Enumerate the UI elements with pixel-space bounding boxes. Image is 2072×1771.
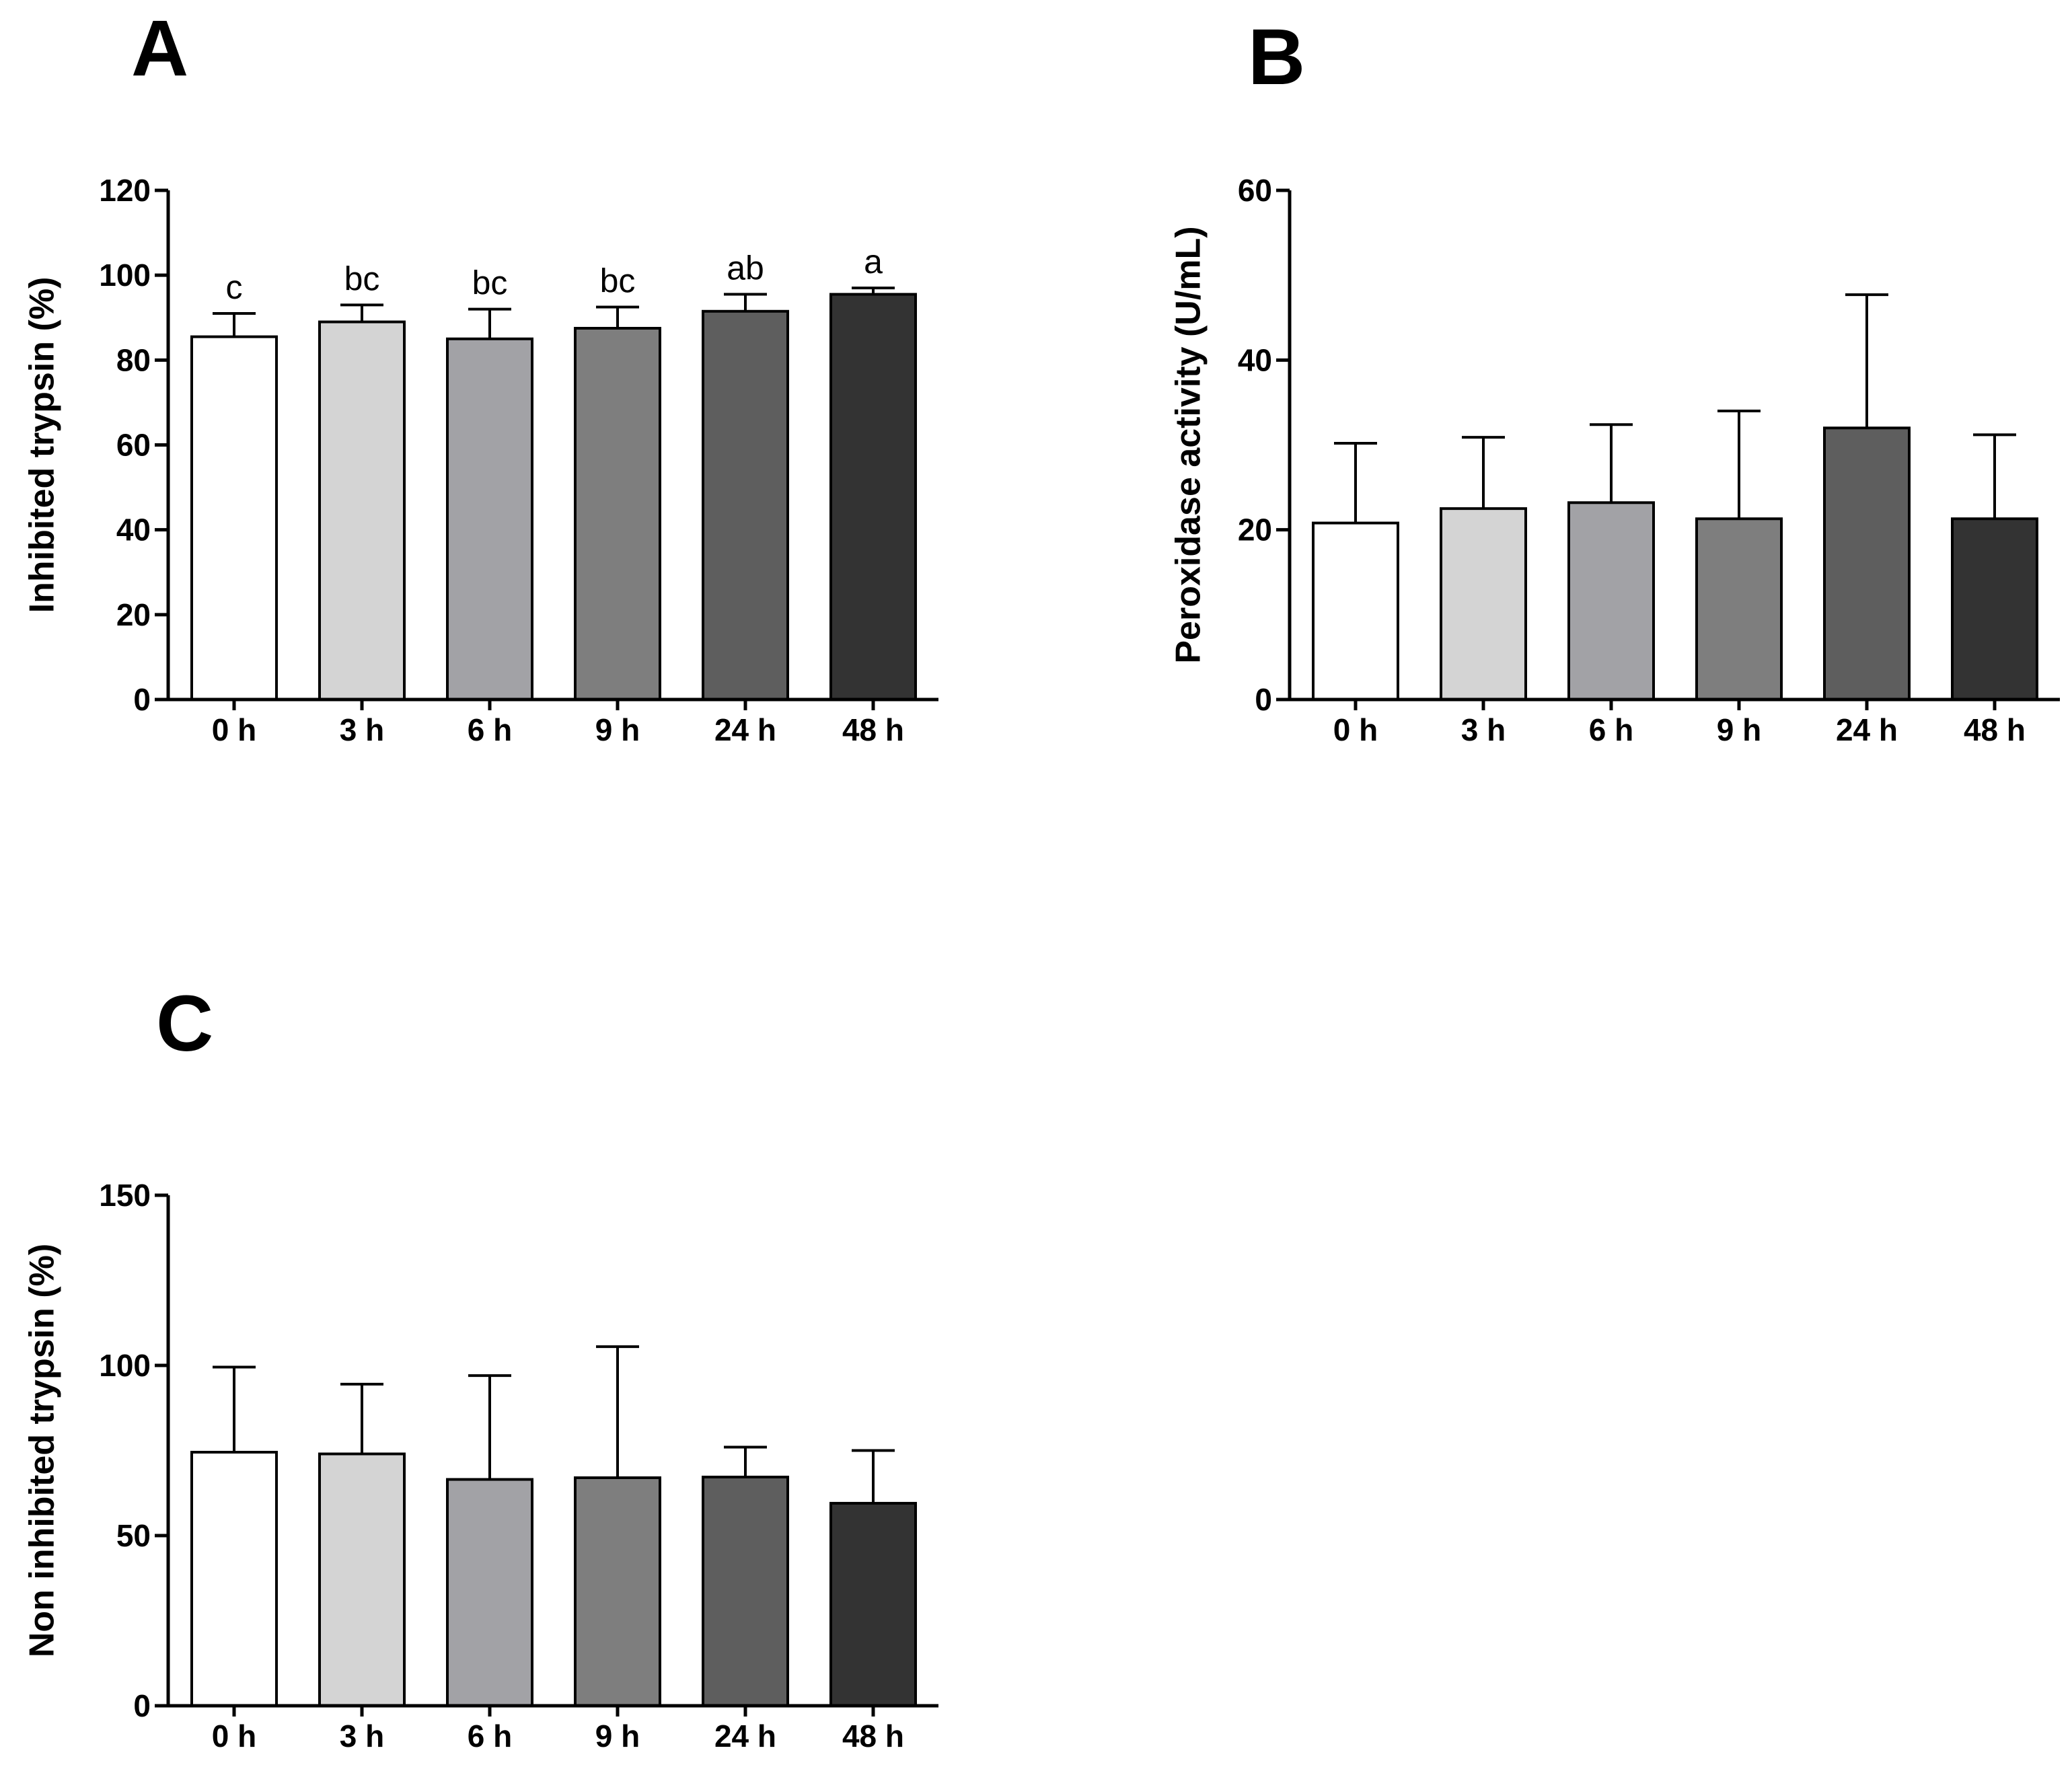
x-tick-label: 48 h: [842, 1719, 904, 1754]
x-tick-label: 6 h: [468, 1719, 512, 1754]
bar-48h: [829, 293, 917, 702]
significance-label: bc: [344, 260, 380, 297]
bar-24h: [1823, 426, 1911, 701]
bar-6h: [1567, 501, 1655, 701]
panel-letter: C: [156, 979, 213, 1068]
x-tick-label: 0 h: [212, 1719, 256, 1754]
x-tick-label: 6 h: [1589, 712, 1633, 747]
panel-letter: B: [1248, 13, 1305, 102]
significance-label: c: [226, 268, 243, 306]
x-tick-label: 3 h: [340, 712, 384, 747]
bar-3h: [1440, 507, 1527, 701]
panel-c: C Non inhibited trypsin (%) 0 h 3 h 6 h 9 h 24…: [23, 979, 938, 1754]
bar-0h: [190, 335, 278, 701]
bar-3h: [318, 320, 406, 701]
x-tick-label: 24 h: [1836, 712, 1898, 747]
y-tick-label: 0: [1255, 682, 1272, 717]
x-tick-label: 48 h: [842, 712, 904, 747]
x-tick-label: 0 h: [1333, 712, 1378, 747]
y-axis-title: Inhibited trypsin (%): [23, 277, 62, 613]
x-tick-label: 6 h: [468, 712, 512, 747]
y-tick-label: 150: [99, 1178, 151, 1213]
x-tick-label: 3 h: [1461, 712, 1506, 747]
x-tick-label: 48 h: [1964, 712, 2026, 747]
bar-9h: [574, 327, 661, 702]
y-tick-label: 60: [116, 428, 151, 463]
significance-label: bc: [600, 262, 636, 299]
x-tick-label: 3 h: [340, 1719, 384, 1754]
y-tick-label: 100: [99, 258, 151, 293]
y-axis-title: Peroxidase activity (U/mL): [1169, 226, 1208, 663]
y-tick-label: 20: [1238, 513, 1272, 548]
x-tick-label: 9 h: [1717, 712, 1761, 747]
bar-6h: [446, 337, 533, 701]
y-tick-label: 50: [116, 1518, 151, 1553]
significance-label: a: [864, 243, 883, 280]
panel-a: A Inhibited trypsin (%) c 0 h bc 3 h bc 6 h bc 9 …: [23, 4, 938, 747]
bar-9h: [1695, 517, 1783, 701]
y-tick-label: 60: [1238, 173, 1272, 208]
bar-48h: [829, 1501, 917, 1707]
y-tick-label: 20: [116, 597, 151, 632]
x-tick-label: 0 h: [212, 712, 256, 747]
y-tick-label: 80: [116, 342, 151, 377]
bar-24h: [702, 1475, 789, 1708]
significance-label: bc: [472, 264, 508, 302]
x-tick-label: 9 h: [595, 712, 640, 747]
bar-0h: [1312, 521, 1399, 701]
y-tick-label: 120: [99, 173, 151, 208]
y-tick-label: 40: [1238, 342, 1272, 377]
bar-0h: [190, 1451, 278, 1708]
y-tick-label: 0: [133, 682, 151, 717]
x-tick-label: 9 h: [595, 1719, 640, 1754]
bar-24h: [702, 309, 789, 702]
y-axis-title: Non inhibited trypsin (%): [23, 1244, 62, 1657]
panel-b: B Peroxidase activity (U/mL) 0 h 3 h 6 h 9 h 2…: [1169, 13, 2060, 747]
y-tick-label: 0: [133, 1688, 151, 1723]
bar-9h: [574, 1476, 661, 1707]
bar-48h: [1951, 517, 2038, 701]
panel-letter: A: [131, 4, 188, 93]
y-tick-label: 40: [116, 513, 151, 548]
significance-label: ab: [727, 250, 764, 287]
x-tick-label: 24 h: [714, 712, 776, 747]
bar-3h: [318, 1452, 406, 1708]
y-tick-label: 100: [99, 1348, 151, 1383]
bar-6h: [446, 1478, 533, 1707]
x-tick-label: 24 h: [714, 1719, 776, 1754]
